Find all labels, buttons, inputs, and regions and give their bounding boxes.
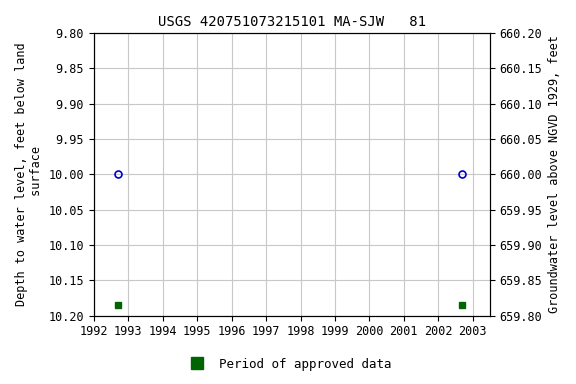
Title: USGS 420751073215101 MA-SJW   81: USGS 420751073215101 MA-SJW 81 [158, 15, 426, 29]
Y-axis label: Groundwater level above NGVD 1929, feet: Groundwater level above NGVD 1929, feet [548, 35, 561, 313]
Y-axis label: Depth to water level, feet below land
 surface: Depth to water level, feet below land su… [15, 43, 43, 306]
Legend: Period of approved data: Period of approved data [179, 353, 397, 376]
